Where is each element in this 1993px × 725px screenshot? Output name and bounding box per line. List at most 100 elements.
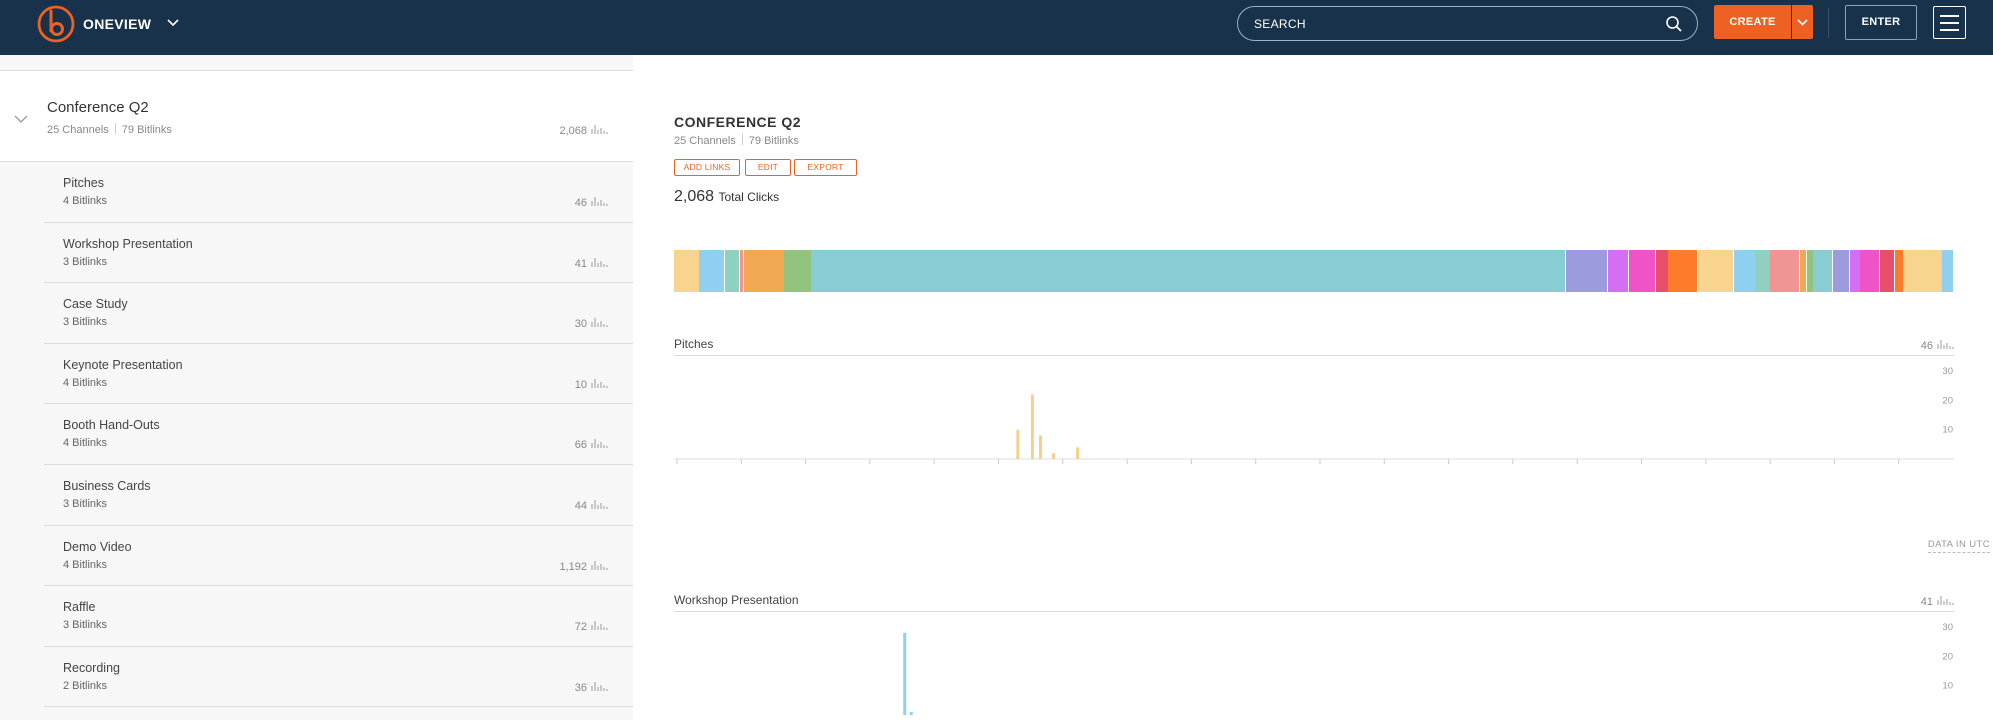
bitly-logo-icon[interactable] [37, 5, 75, 43]
channel-row[interactable]: Workshop Presentation 3 Bitlinks 41 [44, 223, 633, 284]
distribution-segment[interactable] [1799, 250, 1806, 292]
channel-click-count: 44 [575, 499, 608, 512]
chart-bar [909, 712, 913, 715]
distribution-segment[interactable] [743, 250, 784, 292]
channel-bitlinks: 3 Bitlinks [63, 497, 108, 510]
distribution-segment[interactable] [1755, 250, 1770, 292]
channel-title[interactable]: Raffle [63, 600, 96, 615]
distribution-segment[interactable] [1849, 250, 1860, 292]
channel-title[interactable]: Workshop Presentation [63, 236, 193, 251]
distribution-segment[interactable] [1895, 250, 1903, 292]
bar-chart-icon [591, 560, 608, 570]
distribution-segment[interactable] [1860, 250, 1880, 292]
distribution-segment[interactable] [699, 250, 724, 292]
channel-title[interactable]: Pitches [63, 176, 104, 190]
distribution-segment[interactable] [1813, 250, 1833, 292]
chevron-down-icon [1797, 19, 1808, 26]
distribution-segment[interactable] [1770, 250, 1800, 292]
channel-row[interactable]: Raffle 3 Bitlinks 72 [44, 586, 633, 647]
distribution-segment[interactable] [674, 250, 699, 292]
channel-click-count: 72 [575, 620, 608, 633]
y-tick-label: 20 [1942, 395, 1953, 406]
distribution-segment[interactable] [1607, 250, 1629, 292]
bar-chart-icon [591, 621, 608, 631]
channel-row[interactable]: Demo Video 4 Bitlinks 1,192 [44, 526, 633, 587]
click-count-value: 41 [574, 257, 587, 270]
chevron-down-icon[interactable] [165, 14, 181, 30]
distribution-segment[interactable] [1628, 250, 1656, 292]
distribution-segment[interactable] [1914, 250, 1942, 292]
channel-title[interactable]: Demo Video [63, 539, 132, 554]
y-tick-label: 10 [1942, 425, 1953, 436]
channel-row[interactable]: Booth Hand-Outs 4 Bitlinks 66 [44, 404, 633, 465]
create-button[interactable]: CREATE [1714, 5, 1791, 39]
distribution-segment[interactable] [1565, 250, 1608, 292]
export-button[interactable]: EXPORT [794, 159, 857, 176]
campaign-detail-panel: CONFERENCE Q2 25 Channels 79 Bitlinks ADD… [633, 55, 1993, 720]
detail-meta: 25 Channels 79 Bitlinks [674, 134, 799, 147]
chart-count: 41 [1921, 595, 1954, 608]
channel-bitlinks: 4 Bitlinks [63, 558, 108, 571]
bar-chart-icon [591, 318, 608, 328]
channel-bitlinks: 3 Bitlinks [63, 316, 108, 329]
channel-click-count: 36 [575, 681, 608, 694]
chart-bar [1016, 429, 1020, 459]
bitlink-count: 79 Bitlinks [121, 124, 172, 136]
menu-line [1940, 15, 1959, 17]
y-tick-label: 30 [1942, 622, 1953, 633]
distribution-segment[interactable] [1806, 250, 1813, 292]
chevron-down-icon[interactable] [14, 114, 28, 124]
distribution-segment[interactable] [811, 250, 1565, 292]
distribution-segment[interactable] [724, 250, 740, 292]
click-count-value: 1,192 [559, 560, 587, 573]
distribution-segment[interactable] [1879, 250, 1895, 292]
distribution-segment[interactable] [1942, 250, 1954, 292]
channel-row[interactable]: Keynote Presentation 4 Bitlinks 10 [44, 344, 633, 405]
channel-click-count: 46 [575, 196, 608, 209]
click-count-value: 10 [574, 378, 587, 391]
channel-sidebar: Conference Q2 25 Channels 79 Bitlinks 2,0… [0, 55, 633, 720]
distribution-segment[interactable] [1832, 250, 1849, 292]
chart-top-rule [674, 355, 1954, 356]
click-count-value: 30 [574, 318, 587, 331]
channel-list: Pitches 4 Bitlinks 46 Workshop Presentation… [44, 162, 633, 708]
meta-divider [741, 134, 743, 145]
bar-chart-icon [591, 125, 608, 134]
distribution-segment[interactable] [1655, 250, 1668, 292]
search-icon[interactable] [1665, 15, 1683, 33]
channel-title[interactable]: Business Cards [63, 478, 151, 493]
channel-click-count: 41 [575, 257, 608, 270]
search-input[interactable]: SEARCH [1237, 6, 1698, 41]
chart-top-rule [674, 611, 1954, 612]
distribution-segment[interactable] [784, 250, 811, 292]
chart-count: 46 [1921, 339, 1954, 352]
edit-button[interactable]: EDIT [745, 159, 791, 176]
header-divider [1828, 8, 1829, 38]
channel-row[interactable]: Business Cards 3 Bitlinks 44 [44, 465, 633, 526]
utc-note: DATA IN UTC [1927, 539, 1990, 553]
channel-title[interactable]: Keynote Presentation [63, 357, 183, 372]
channel-bitlinks: 3 Bitlinks [63, 619, 108, 632]
channel-title[interactable]: Recording [63, 660, 120, 675]
add-links-button[interactable]: ADD LINKS [674, 159, 740, 176]
campaign-group-header[interactable]: Conference Q2 25 Channels 79 Bitlinks 2,0… [0, 71, 633, 162]
brand-name[interactable]: ONEVIEW [83, 16, 152, 32]
channel-row[interactable]: Pitches 4 Bitlinks 46 [44, 162, 633, 223]
top-bar: ONEVIEW SEARCH CREATE ENTER [0, 0, 1993, 55]
distribution-segment[interactable] [739, 250, 744, 292]
chart-bar [1038, 435, 1042, 459]
channel-row[interactable]: Recording 2 Bitlinks 36 [44, 647, 633, 708]
distribution-segment[interactable] [1668, 250, 1698, 292]
create-dropdown-button[interactable] [1792, 5, 1813, 39]
campaign-title[interactable]: Conference Q2 [47, 99, 149, 116]
distribution-segment[interactable] [1697, 250, 1734, 292]
total-clicks-label: Total Clicks [718, 190, 780, 204]
hamburger-menu-button[interactable] [1933, 6, 1966, 39]
channel-title[interactable]: Case Study [63, 297, 128, 312]
distribution-segment[interactable] [1734, 250, 1755, 292]
campaign-click-count: 2,068 [559, 124, 608, 137]
enter-button[interactable]: ENTER [1845, 5, 1917, 40]
channel-row[interactable]: Case Study 3 Bitlinks 30 [44, 283, 633, 344]
channel-title[interactable]: Booth Hand-Outs [63, 418, 160, 433]
distribution-segment[interactable] [1903, 250, 1914, 292]
